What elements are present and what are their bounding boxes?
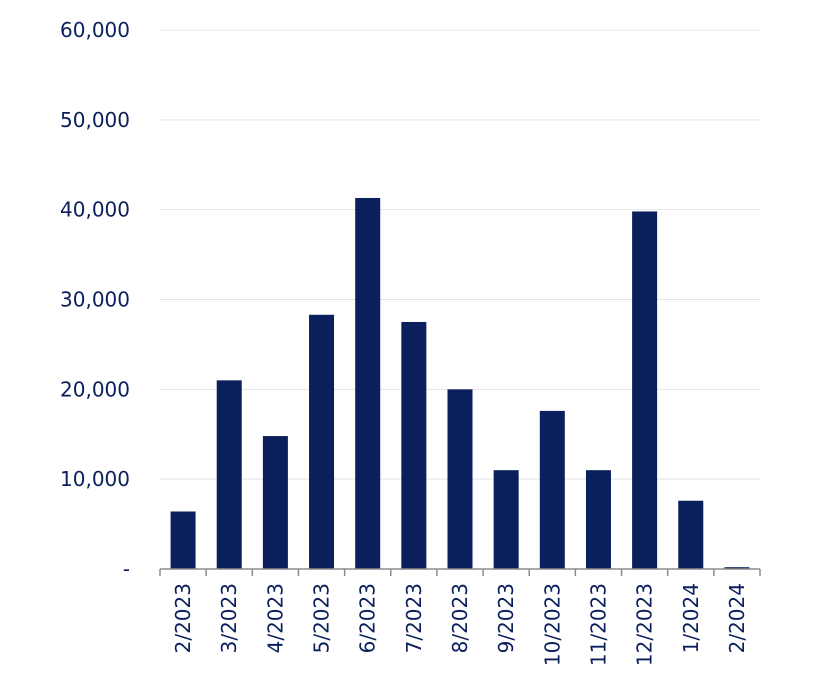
x-axis-tick-marks	[159, 569, 761, 576]
x-tick-label: 4/2023	[263, 583, 287, 653]
x-tick-label: 6/2023	[356, 583, 380, 653]
y-tick-label: 40,000	[60, 198, 130, 222]
x-tick-label: 7/2023	[402, 583, 426, 653]
x-tick-label: 1/2024	[679, 583, 703, 653]
y-tick-label: 50,000	[60, 108, 130, 132]
y-tick-label: 60,000	[60, 18, 130, 42]
x-axis-tick-labels: 2/2023 3/2023 4/2023 5/2023 6/2023 7/2023 8/20…	[171, 583, 749, 666]
bar	[355, 197, 381, 569]
x-tick-label: 10/2023	[540, 583, 564, 666]
y-tick-label: 10,000	[60, 467, 130, 491]
bar	[262, 436, 288, 569]
bar	[539, 410, 565, 569]
x-tick-label: 12/2023	[633, 583, 657, 666]
x-tick-label: 5/2023	[310, 583, 334, 653]
gridlines	[160, 29, 760, 480]
x-tick-label: 2/2023	[171, 583, 195, 653]
x-tick-label: 9/2023	[494, 583, 518, 653]
bar	[401, 321, 427, 569]
y-tick-label: 30,000	[60, 288, 130, 312]
bar	[309, 314, 335, 569]
x-tick-label: 2/2024	[725, 583, 749, 653]
bar	[170, 511, 196, 569]
bar	[632, 211, 658, 570]
bar	[585, 470, 611, 569]
x-tick-label: 8/2023	[448, 583, 472, 653]
bar	[447, 389, 473, 569]
x-tick-label: 11/2023	[586, 583, 610, 666]
bar	[493, 470, 519, 569]
bar	[724, 567, 750, 569]
y-axis-tick-labels: - 10,000 20,000 30,000 40,000 50,000 60,000	[60, 18, 130, 581]
y-tick-label: 20,000	[60, 377, 130, 401]
bar	[678, 500, 704, 569]
bar	[216, 380, 242, 569]
x-tick-label: 3/2023	[217, 583, 241, 653]
bars	[170, 197, 750, 570]
y-tick-label: -	[123, 557, 130, 581]
